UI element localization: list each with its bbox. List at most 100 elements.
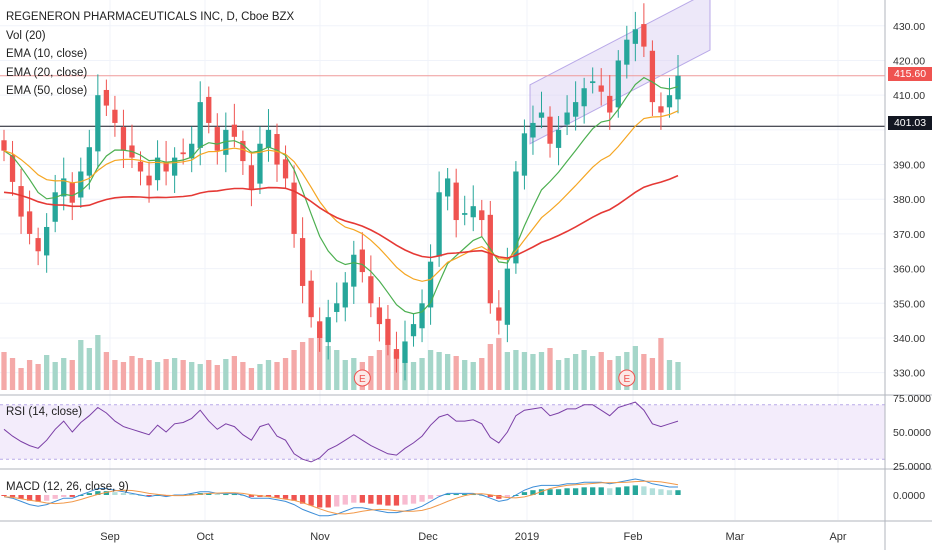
indicator-ema10[interactable]: EMA (10, close) — [6, 48, 88, 60]
candle — [120, 127, 127, 151]
volume-bar — [180, 360, 186, 390]
volume-bar — [35, 364, 41, 390]
macd-histogram-bar — [86, 493, 92, 495]
volume-bar — [112, 360, 118, 390]
candle — [52, 192, 58, 222]
candle — [504, 268, 511, 325]
rsi-title[interactable]: RSI (14, close) — [6, 406, 83, 418]
candle — [78, 171, 84, 198]
candle — [453, 182, 459, 221]
macd-histogram-bar — [291, 495, 297, 501]
volume-bar — [265, 360, 272, 390]
volume-bar — [9, 358, 16, 390]
macd-title[interactable]: MACD (12, 26, close, 9) — [6, 481, 129, 493]
macd-histogram-bar — [393, 495, 400, 506]
macd-histogram-bar — [282, 495, 289, 499]
indicator-ema50[interactable]: EMA (50, close) — [6, 85, 88, 97]
macd-histogram-bar — [351, 495, 357, 503]
volume-bar — [496, 338, 502, 390]
volume-bar — [376, 350, 383, 390]
earnings-marker-circle — [353, 369, 371, 387]
candle — [282, 159, 289, 179]
candle — [248, 165, 255, 189]
macd-pane — [1, 478, 681, 517]
macd-histogram-bar — [342, 495, 348, 505]
candle — [342, 282, 348, 308]
macd-histogram-bar — [26, 495, 33, 501]
volume-bar — [419, 358, 425, 390]
price-tick-label: 420.00 — [893, 55, 925, 67]
macd-histogram-bar — [590, 487, 596, 495]
x-tick-label: Feb — [624, 531, 643, 543]
volume-bar — [120, 362, 127, 390]
volume-bar — [103, 352, 110, 390]
volume-bar — [197, 364, 203, 390]
macd-histogram-bar — [265, 495, 272, 497]
macd-histogram-bar — [462, 494, 468, 496]
macd-histogram-bar — [624, 486, 630, 495]
macd-histogram-bar — [615, 487, 621, 495]
macd-histogram-bar — [547, 489, 553, 495]
candle — [436, 192, 442, 257]
ema20-line — [3, 110, 679, 282]
macd-histogram-bar — [530, 490, 536, 495]
macd-histogram-bar — [658, 489, 664, 495]
macd-histogram-bar — [95, 491, 101, 495]
macd-signal-line — [3, 480, 679, 515]
candle — [632, 29, 638, 44]
volume-bar — [171, 358, 178, 390]
last-price-badge: 415.60 — [888, 67, 932, 81]
volume-bar — [521, 352, 528, 390]
volume-bar — [368, 356, 374, 390]
macd-histogram-bar — [649, 488, 656, 495]
volume-bar — [299, 342, 306, 390]
volume-bar — [598, 352, 604, 390]
ema50-line — [3, 174, 679, 259]
price-tick-label: 340.00 — [893, 333, 925, 345]
volume-bar — [675, 362, 681, 390]
candle — [470, 206, 476, 218]
candle — [530, 122, 536, 138]
candle — [641, 24, 647, 47]
volume-bar — [248, 368, 255, 390]
macd-histogram-bar — [410, 495, 417, 504]
candle — [308, 280, 314, 318]
macd-histogram-bar — [607, 488, 613, 495]
macd-histogram-bar — [496, 495, 502, 499]
macd-histogram-bar — [487, 495, 493, 497]
volume-bar — [231, 356, 237, 390]
ema10-line — [3, 76, 679, 315]
price-tick-label: 350.00 — [893, 298, 925, 310]
macd-histogram-bar — [368, 495, 374, 504]
indicator-ema20[interactable]: EMA (20, close) — [6, 66, 88, 79]
candle — [419, 303, 425, 329]
x-tick-label: Mar — [726, 531, 745, 543]
candle — [257, 143, 263, 184]
candle — [291, 182, 297, 234]
symbol-title[interactable]: REGENERON PHARMACEUTICALS INC, D, Cboe B… — [6, 11, 295, 23]
volume-bar — [95, 335, 101, 390]
candle — [359, 249, 365, 273]
macd-histogram-bar — [52, 495, 58, 499]
volume-bar — [334, 350, 340, 390]
volume-bar — [189, 362, 195, 390]
macd-histogram-bar — [317, 495, 323, 508]
candle — [410, 324, 417, 337]
macd-histogram-bar — [572, 488, 579, 495]
macd-histogram-bar — [359, 495, 365, 503]
macd-histogram-bar — [376, 495, 383, 505]
candle — [581, 88, 587, 107]
macd-histogram-bar — [44, 495, 50, 501]
rsi-pane — [0, 401, 885, 463]
candle — [137, 161, 144, 172]
volume-bar — [641, 354, 647, 390]
indicator-vol[interactable]: Vol (20) — [6, 29, 46, 42]
rsi-line — [3, 401, 679, 463]
candle — [163, 161, 169, 172]
volume-bar — [666, 360, 673, 390]
candle — [171, 157, 178, 176]
volume-bar — [18, 368, 24, 390]
macd-histogram-bar — [632, 485, 638, 495]
